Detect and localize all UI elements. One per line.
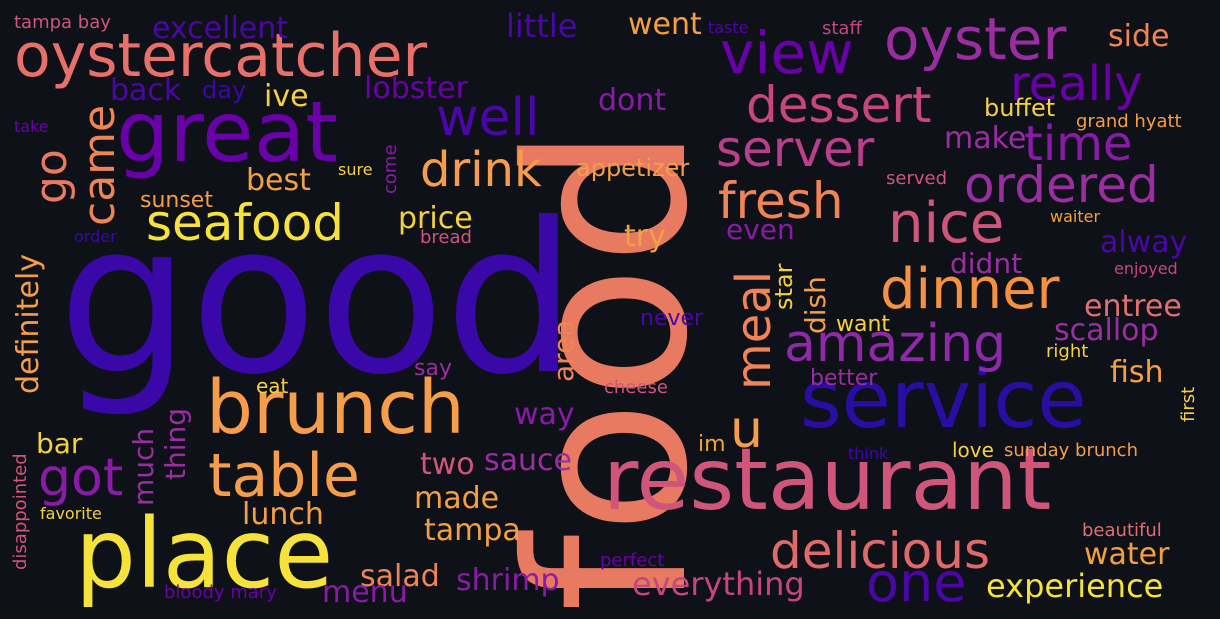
word-lunch: lunch <box>242 497 324 532</box>
word-dinner: dinner <box>880 257 1060 322</box>
word-dont: dont <box>598 83 667 118</box>
word-grand-hyatt: grand hyatt <box>1076 111 1182 132</box>
word-sunday-brunch: sunday brunch <box>1004 440 1138 461</box>
word-salad: salad <box>360 559 440 594</box>
word-love: love <box>952 438 994 462</box>
word-nice: nice <box>888 191 1005 256</box>
word-enjoyed: enjoyed <box>1114 259 1178 278</box>
word-staff: staff <box>822 18 862 39</box>
word-good: good <box>58 179 577 421</box>
word-favorite: favorite <box>40 504 102 523</box>
word-im: im <box>698 432 726 457</box>
word-restaurant: restaurant <box>603 430 1052 530</box>
word-even: even <box>726 213 795 246</box>
word-bread: bread <box>420 227 472 248</box>
word-tampa-bay: tampa bay <box>14 12 111 33</box>
word-back: back <box>110 73 182 108</box>
word-delicious: delicious <box>770 522 990 580</box>
word-oystercatcher: oystercatcher <box>14 21 428 91</box>
word-dish: dish <box>799 276 832 334</box>
word-great: great <box>116 83 339 181</box>
word-try: try <box>624 219 666 254</box>
word-waiter: waiter <box>1050 207 1101 226</box>
word-eat: eat <box>256 374 289 398</box>
word-much: much <box>127 427 160 506</box>
word-didnt: didnt <box>950 247 1023 280</box>
word-best: best <box>246 163 311 198</box>
word-alway: alway <box>1100 225 1188 260</box>
word-side: side <box>1108 19 1170 54</box>
word-table: table <box>208 441 360 511</box>
word-shrimp: shrimp <box>456 563 560 598</box>
word-sure: sure <box>338 160 373 179</box>
word-time: time <box>1024 116 1133 172</box>
word-excellent: excellent <box>152 11 289 46</box>
word-bar: bar <box>36 427 83 460</box>
word-one: one <box>866 551 967 614</box>
word-want: want <box>836 312 891 337</box>
word-served: served <box>886 168 948 189</box>
word-everything: everything <box>632 565 805 603</box>
word-say: say <box>414 356 452 381</box>
word-made: made <box>414 481 500 516</box>
word-water: water <box>1084 537 1170 572</box>
word-entree: entree <box>1084 289 1182 324</box>
word-well: well <box>436 88 540 148</box>
word-first: first <box>1178 386 1199 422</box>
word-went: went <box>628 7 702 42</box>
word-sunset: sunset <box>140 188 213 213</box>
word-way: way <box>514 397 575 432</box>
word-think: think <box>848 444 889 463</box>
word-star: star <box>770 263 798 311</box>
word-buffet: buffet <box>984 94 1056 122</box>
word-make: make <box>944 121 1027 156</box>
word-came: came <box>74 104 125 226</box>
word-ordered: ordered <box>964 156 1159 214</box>
word-day: day <box>202 76 247 104</box>
word-beautiful: beautiful <box>1082 520 1162 541</box>
word-dessert: dessert <box>746 76 932 134</box>
word-tampa: tampa <box>424 513 521 548</box>
word-cheese: cheese <box>604 377 668 398</box>
word-go: go <box>26 149 77 204</box>
word-come: come <box>380 144 401 194</box>
word-lobster: lobster <box>364 71 468 106</box>
word-fresh: fresh <box>718 172 844 230</box>
word-price: price <box>398 201 473 236</box>
word-little: little <box>506 7 578 45</box>
word-menu: menu <box>322 575 408 610</box>
word-really: really <box>1010 56 1143 112</box>
word-thing: thing <box>159 407 192 480</box>
word-view: view <box>720 19 854 87</box>
word-server: server <box>716 120 875 178</box>
word-ive: ive <box>264 79 309 114</box>
word-seafood: seafood <box>146 194 344 252</box>
word-disappointed: disappointed <box>10 453 31 570</box>
word-bloody-mary: bloody mary <box>164 582 277 603</box>
word-experience: experience <box>986 567 1164 605</box>
word-service: service <box>800 353 1087 446</box>
word-take: take <box>14 117 49 136</box>
word-definitely: definitely <box>11 253 46 394</box>
word-right: right <box>1046 341 1089 362</box>
word-brunch: brunch <box>206 365 465 451</box>
word-appetizer: appetizer <box>576 154 690 182</box>
word-area: area <box>547 319 580 382</box>
word-place: place <box>75 498 334 610</box>
word-sauce: sauce <box>484 443 572 478</box>
word-u: u <box>730 400 763 460</box>
word-order: order <box>74 227 117 246</box>
word-fish: fish <box>1110 355 1164 390</box>
word-never: never <box>640 306 704 331</box>
word-got: got <box>38 448 124 508</box>
word-scallop: scallop <box>1054 313 1159 348</box>
word-oyster: oyster <box>884 5 1067 73</box>
word-drink: drink <box>420 142 542 198</box>
word-better: better <box>810 366 878 391</box>
word-taste: taste <box>708 18 749 37</box>
word-perfect: perfect <box>600 550 665 571</box>
word-two: two <box>420 447 475 482</box>
word-amazing: amazing <box>784 314 1007 374</box>
